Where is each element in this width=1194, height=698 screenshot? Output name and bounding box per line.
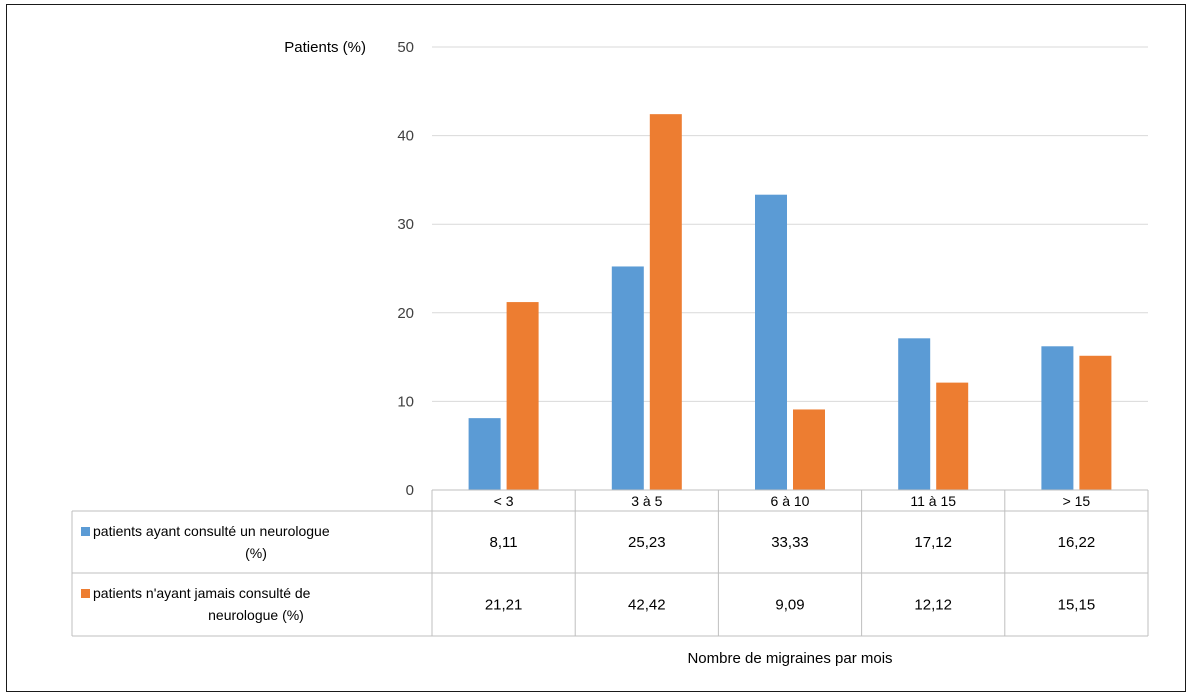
y-tick-label: 50 [397, 39, 414, 56]
table-value: 33,33 [771, 534, 809, 551]
bar-never-consulted [936, 382, 969, 490]
legend-label: patients ayant consulté un neurologue [93, 523, 330, 539]
bar-consulted [468, 418, 501, 490]
bar-consulted [1041, 346, 1074, 490]
table-value: 21,21 [485, 597, 523, 614]
bar-never-consulted [649, 114, 682, 490]
legend-label: (%) [245, 545, 267, 561]
table-value: 42,42 [628, 597, 666, 614]
y-tick-label: 0 [406, 482, 414, 499]
y-tick-label: 10 [397, 393, 414, 410]
table-value: 12,12 [914, 597, 952, 614]
legend-swatch [81, 527, 90, 536]
table-value: 8,11 [490, 534, 518, 551]
table-value: 25,23 [628, 534, 666, 551]
category-label: 11 à 15 [910, 493, 956, 509]
chart-frame [6, 4, 1186, 692]
x-axis-title: Nombre de migraines par mois [687, 650, 892, 667]
bar-never-consulted [1079, 355, 1112, 490]
table-value: 15,15 [1058, 597, 1096, 614]
table-value: 16,22 [1058, 534, 1096, 551]
y-tick-label: 40 [397, 128, 414, 145]
legend-label: neurologue (%) [208, 607, 304, 623]
bar-consulted [898, 338, 931, 490]
category-label: 6 à 10 [771, 493, 810, 509]
bar-never-consulted [793, 409, 825, 490]
category-label: > 15 [1063, 493, 1091, 509]
bar-never-consulted [506, 302, 539, 490]
y-tick-label: 20 [397, 305, 414, 322]
legend-swatch [81, 589, 90, 598]
bar-consulted [611, 266, 644, 490]
table-value: 9,09 [775, 597, 804, 614]
category-label: < 3 [494, 493, 514, 509]
bar-consulted [755, 194, 787, 490]
y-axis-title: Patients (%) [284, 39, 366, 56]
y-tick-label: 30 [397, 216, 414, 233]
category-label: 3 à 5 [631, 493, 662, 509]
legend-label: patients n'ayant jamais consulté de [93, 585, 311, 601]
table-value: 17,12 [914, 534, 952, 551]
